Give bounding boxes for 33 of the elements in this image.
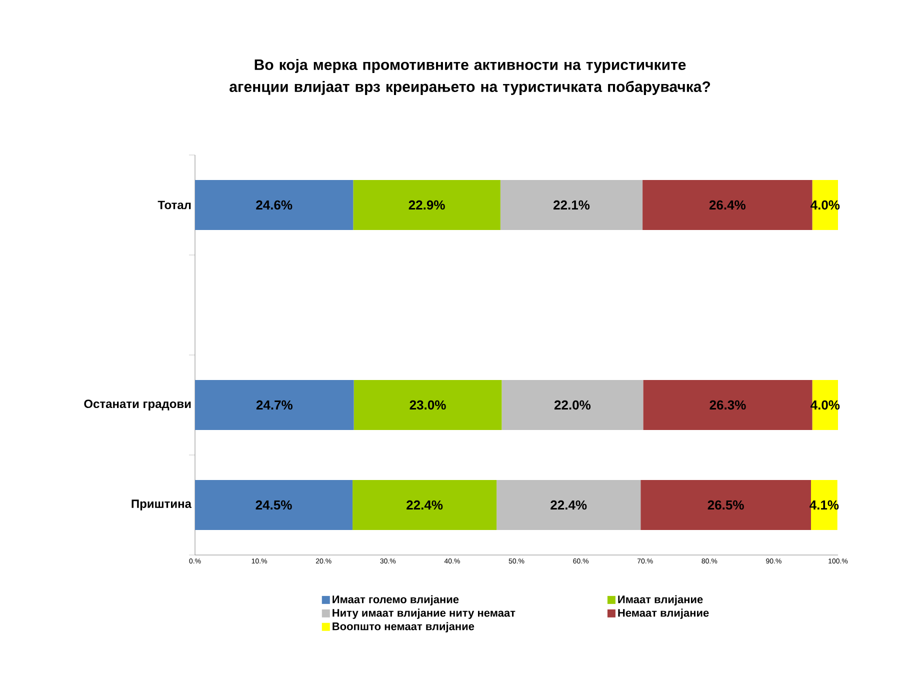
bar <box>500 180 643 230</box>
legend-label: Воопшто немаат влијание <box>332 622 474 632</box>
bar <box>643 380 812 430</box>
bar <box>502 380 644 430</box>
bar <box>642 180 812 230</box>
bar <box>640 480 811 530</box>
data-label: 22.4% <box>550 500 587 510</box>
bar <box>195 180 354 230</box>
data-label: 23.0% <box>410 400 446 410</box>
bar <box>496 480 641 530</box>
y-tick-label: Останати градови <box>84 400 191 410</box>
y-tick-label: Тотал <box>158 200 191 210</box>
data-label: 26.4% <box>709 200 746 210</box>
bar <box>353 180 500 230</box>
data-label: 22.1% <box>554 200 590 210</box>
data-label: 24.7% <box>256 400 292 410</box>
legend-label: Имаат големо влијание <box>332 595 459 606</box>
legend-label: Немаат влијание <box>618 608 709 619</box>
y-tick-label: Приштина <box>132 500 192 510</box>
data-label: 22.0% <box>554 400 591 410</box>
legend-label: Ниту имаат влијание ниту немаат <box>332 608 516 619</box>
data-label: 22.9% <box>408 200 445 210</box>
bar <box>352 480 497 530</box>
bar <box>195 380 354 430</box>
data-label: 24.6% <box>256 200 292 210</box>
legend-label: Имаат влијание <box>618 595 703 606</box>
chart-title: Во која мерка промотивните активности на туристичките агенции влијаат врз креирањето на туристичката побарувачка? <box>230 59 710 95</box>
data-label: 22.4% <box>406 500 443 510</box>
data-label: 24.5% <box>256 500 292 510</box>
bar <box>195 480 353 530</box>
data-label: 26.3% <box>710 400 746 410</box>
bar <box>354 380 502 430</box>
data-label: 26.5% <box>708 500 744 510</box>
